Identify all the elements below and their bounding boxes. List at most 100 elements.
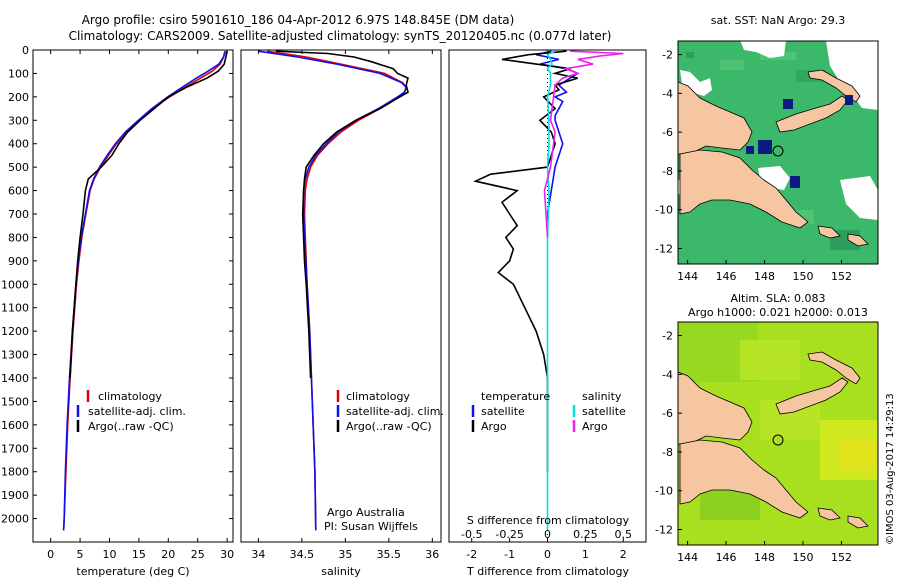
x-tick-label: 35.5 — [377, 548, 402, 561]
series-satellite-adj-clim- — [258, 50, 408, 531]
title-line-2: Climatology: CARS2009. Satellite-adjuste… — [69, 29, 612, 43]
sst-land-new-ireland — [807, 69, 861, 103]
map-y-tick-label: -12 — [655, 523, 673, 536]
sst-argo-location-marker — [772, 145, 784, 157]
x-tick-label: 5 — [77, 548, 84, 561]
map-y-tick-label: -2 — [662, 49, 673, 62]
x-tick-label: 20 — [161, 548, 175, 561]
depth-tick-label: 900 — [8, 255, 29, 268]
legend-label-climatology: climatology — [98, 390, 162, 403]
depth-tick-label: 1500 — [1, 395, 29, 408]
x-tick-label: 35 — [338, 548, 352, 561]
salinity-xlabel: salinity — [321, 565, 361, 578]
sst-map-panel: sat. SST: NaN Argo: 29.3 — [655, 14, 879, 283]
sst-land-papuan-peninsula — [679, 149, 809, 229]
imos-credit: ©IMOS 03-Aug-2017 14:29:13 — [885, 393, 896, 545]
series-salinity-satellite — [546, 50, 556, 531]
temperature-panel: 0100200300400500600700800900100011001200… — [1, 44, 646, 578]
temperature-axes-frame — [32, 49, 234, 543]
map-y-tick-label: -10 — [655, 204, 673, 217]
temperature-x-axis: 0 5 10 15 20 25 30 — [47, 50, 234, 561]
legend-label-satellite: satellite-adj. clim. — [346, 405, 444, 418]
sst-land-new-britain — [775, 95, 849, 133]
series-satellite-adj-clim- — [62, 50, 227, 531]
sst-flag-cell — [845, 95, 853, 105]
x-tick-label: -1 — [504, 548, 515, 561]
map-y-tick-label: -6 — [662, 407, 673, 420]
map-y-tick-label: -4 — [662, 368, 673, 381]
temperature-xlabel: temperature (deg C) — [76, 565, 189, 578]
difference-legend: temperature satellite Argo salinity sate… — [471, 390, 626, 433]
temperature-legend: climatology satellite-adj. clim. Argo(..… — [76, 390, 186, 433]
legend-label-s-satellite: satellite — [582, 405, 626, 418]
salinity-panel: 34 34.5 35 35.5 36 salinity climatology sate… — [240, 49, 444, 578]
salinity-x-axis: 34 34.5 35 35.5 36 — [251, 50, 439, 561]
sst-flag-cell — [746, 146, 754, 154]
depth-tick-label: 200 — [8, 91, 29, 104]
legend-heading-temperature: temperature — [481, 390, 550, 403]
series-argo — [275, 50, 409, 379]
x-tick-label: 34.5 — [290, 548, 315, 561]
difference-panel: -2 -1 0 1 2 -0.5 -0.25 0 0.25 0.5 S difference f… — [448, 49, 647, 578]
difference-series — [473, 50, 624, 531]
x-tick-label: 1 — [582, 548, 589, 561]
map-y-tick-label: -12 — [655, 242, 673, 255]
x-tick-label: 36 — [425, 548, 439, 561]
depth-tick-label: 1100 — [1, 302, 29, 315]
x-tick-label: 0 — [544, 548, 551, 561]
sst-missing-data-northeast — [826, 41, 878, 110]
sst-map-title: sat. SST: NaN Argo: 29.3 — [711, 14, 845, 27]
x-tick-label: 15 — [132, 548, 146, 561]
depth-tick-label: 1700 — [1, 442, 29, 455]
map-x-tick-label: 144 — [677, 551, 698, 564]
x-tick-label: 30 — [220, 548, 234, 561]
sst-map-axes: 144 146 148 150 152 -2 -4 -6 -8 -10 -12 — [655, 49, 852, 283]
sst-flag-cell — [758, 140, 772, 154]
salinity-series — [258, 50, 409, 531]
s-difference-tick-label: 0.5 — [615, 528, 633, 541]
map-x-tick-label: 150 — [793, 270, 814, 283]
s-difference-tick-label: -0.25 — [495, 528, 523, 541]
title-line-1: Argo profile: csiro 5901610_186 04-Apr-2… — [82, 13, 515, 27]
legend-label-s-argo: Argo — [582, 420, 608, 433]
legend-label-satellite: satellite-adj. clim. — [88, 405, 186, 418]
s-difference-tick-label: 0.25 — [573, 528, 598, 541]
x-tick-label: 0 — [47, 548, 54, 561]
depth-tick-label: 100 — [8, 67, 29, 80]
depth-tick-label: 1900 — [1, 489, 29, 502]
map-y-tick-label: -10 — [655, 485, 673, 498]
map-y-tick-label: -8 — [662, 446, 673, 459]
sla-map-title-1: Altim. SLA: 0.083 — [730, 292, 825, 305]
map-y-tick-label: -4 — [662, 87, 673, 100]
map-y-tick-label: -2 — [662, 330, 673, 343]
depth-tick-label: 800 — [8, 231, 29, 244]
legend-label-t-satellite: satellite — [481, 405, 525, 418]
map-x-tick-label: 144 — [677, 270, 698, 283]
map-x-tick-label: 146 — [716, 270, 737, 283]
series-argo — [69, 51, 228, 379]
map-x-tick-label: 146 — [716, 551, 737, 564]
depth-tick-label: 700 — [8, 208, 29, 221]
map-x-tick-label: 148 — [754, 270, 775, 283]
x-tick-label: 34 — [251, 548, 265, 561]
pi-institution: Argo Australia — [327, 506, 405, 519]
depth-tick-label: 300 — [8, 114, 29, 127]
depth-tick-label: 0 — [22, 44, 29, 57]
t-difference-label: T difference from climatology — [466, 565, 629, 578]
depth-tick-label: 1000 — [1, 278, 29, 291]
legend-label-climatology: climatology — [346, 390, 410, 403]
depth-tick-label: 1600 — [1, 419, 29, 432]
depth-tick-label: 2000 — [1, 513, 29, 526]
depth-tick-label: 1400 — [1, 372, 29, 385]
salinity-legend: climatology satellite-adj. clim. Argo(..… — [336, 390, 444, 433]
map-x-tick-label: 148 — [754, 551, 775, 564]
salinity-difference-axis: -0.5-0.2500.250.5 — [461, 50, 632, 542]
map-x-tick-label: 152 — [831, 551, 852, 564]
legend-label-t-argo: Argo — [481, 420, 507, 433]
map-x-tick-label: 152 — [831, 270, 852, 283]
pi-name: PI: Susan Wijffels — [324, 520, 418, 533]
legend-label-argo: Argo(..raw -QC) — [346, 420, 432, 433]
sla-map-frame — [677, 321, 879, 546]
sla-argo-location-marker — [772, 434, 784, 446]
sst-map-frame — [677, 40, 879, 265]
